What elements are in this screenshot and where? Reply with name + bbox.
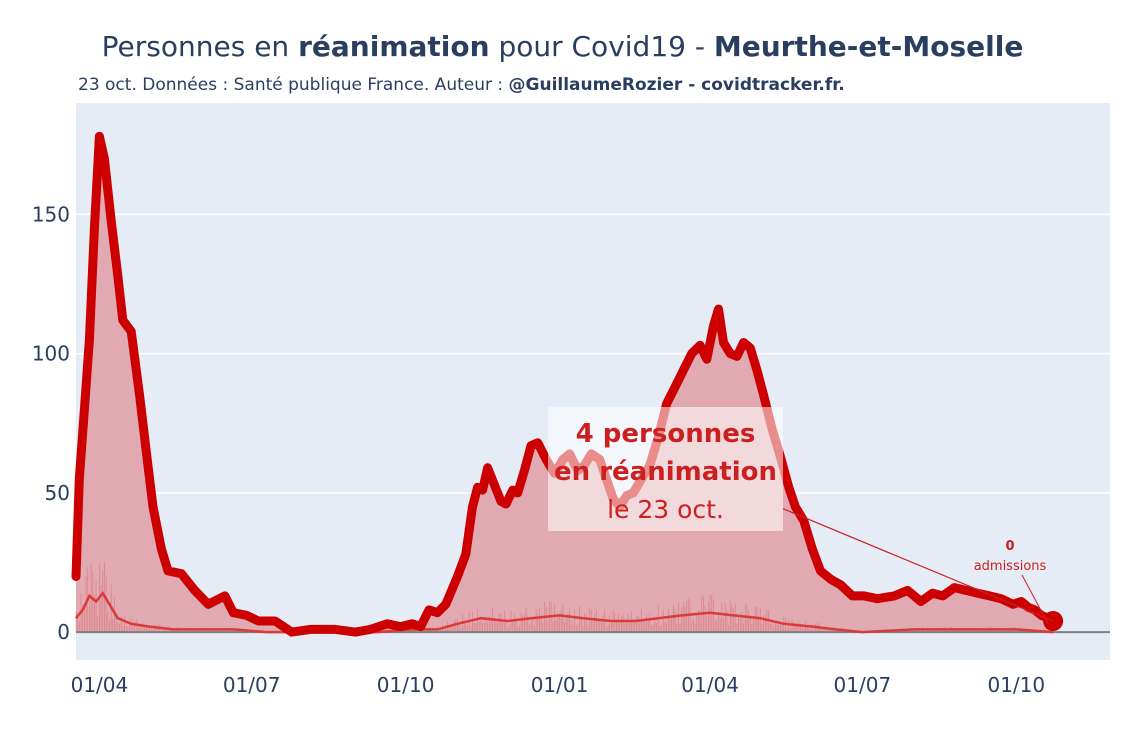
reanimation-area bbox=[76, 136, 1054, 633]
x-tick-label: 01/01 bbox=[531, 673, 589, 697]
y-tick-label: 50 bbox=[45, 481, 70, 505]
x-tick-label: 01/04 bbox=[71, 673, 129, 697]
subtitle-text: 23 oct. Données : Santé publique France.… bbox=[78, 75, 509, 95]
annotation-line1: 4 personnes bbox=[576, 419, 756, 449]
admissions-value: 0 bbox=[1005, 539, 1014, 554]
y-tick-label: 150 bbox=[32, 202, 70, 226]
title-text: Personnes en bbox=[101, 30, 299, 63]
x-tick-label: 01/07 bbox=[223, 673, 281, 697]
x-tick-label: 01/07 bbox=[834, 673, 892, 697]
annotation-arrow bbox=[782, 508, 1054, 622]
y-axis-ticks: 0 50 100 150 bbox=[32, 202, 70, 644]
x-tick-label: 01/04 bbox=[681, 673, 739, 697]
title-bold-department: Meurthe-et-Moselle bbox=[713, 30, 1024, 63]
y-tick-label: 100 bbox=[32, 342, 70, 366]
y-tick-label: 0 bbox=[57, 620, 70, 644]
chart-subtitle: 23 oct. Données : Santé publique France.… bbox=[78, 75, 845, 95]
admissions-label: admissions bbox=[974, 559, 1047, 574]
subtitle-author: @GuillaumeRozier - covidtracker.fr. bbox=[508, 75, 845, 95]
title-bold-reanimation: réanimation bbox=[298, 30, 490, 63]
annotation-box bbox=[548, 407, 783, 531]
chart-title: Personnes en réanimation pour Covid19 - … bbox=[0, 30, 1125, 63]
admissions-annotation-arrow bbox=[1021, 574, 1049, 625]
annotation-line3: le 23 oct. bbox=[607, 495, 724, 524]
x-tick-label: 01/10 bbox=[377, 673, 435, 697]
annotations: 4 personnes en réanimation le 23 oct. 0 admi… bbox=[548, 407, 1054, 625]
x-tick-label: 01/10 bbox=[987, 673, 1045, 697]
title-text-2: pour Covid19 - bbox=[489, 30, 714, 63]
admissions-line bbox=[75, 591, 1054, 634]
annotation-line2: en réanimation bbox=[554, 457, 777, 487]
x-axis-ticks: 01/04 01/07 01/10 01/01 01/04 01/07 01/10 bbox=[71, 673, 1046, 697]
